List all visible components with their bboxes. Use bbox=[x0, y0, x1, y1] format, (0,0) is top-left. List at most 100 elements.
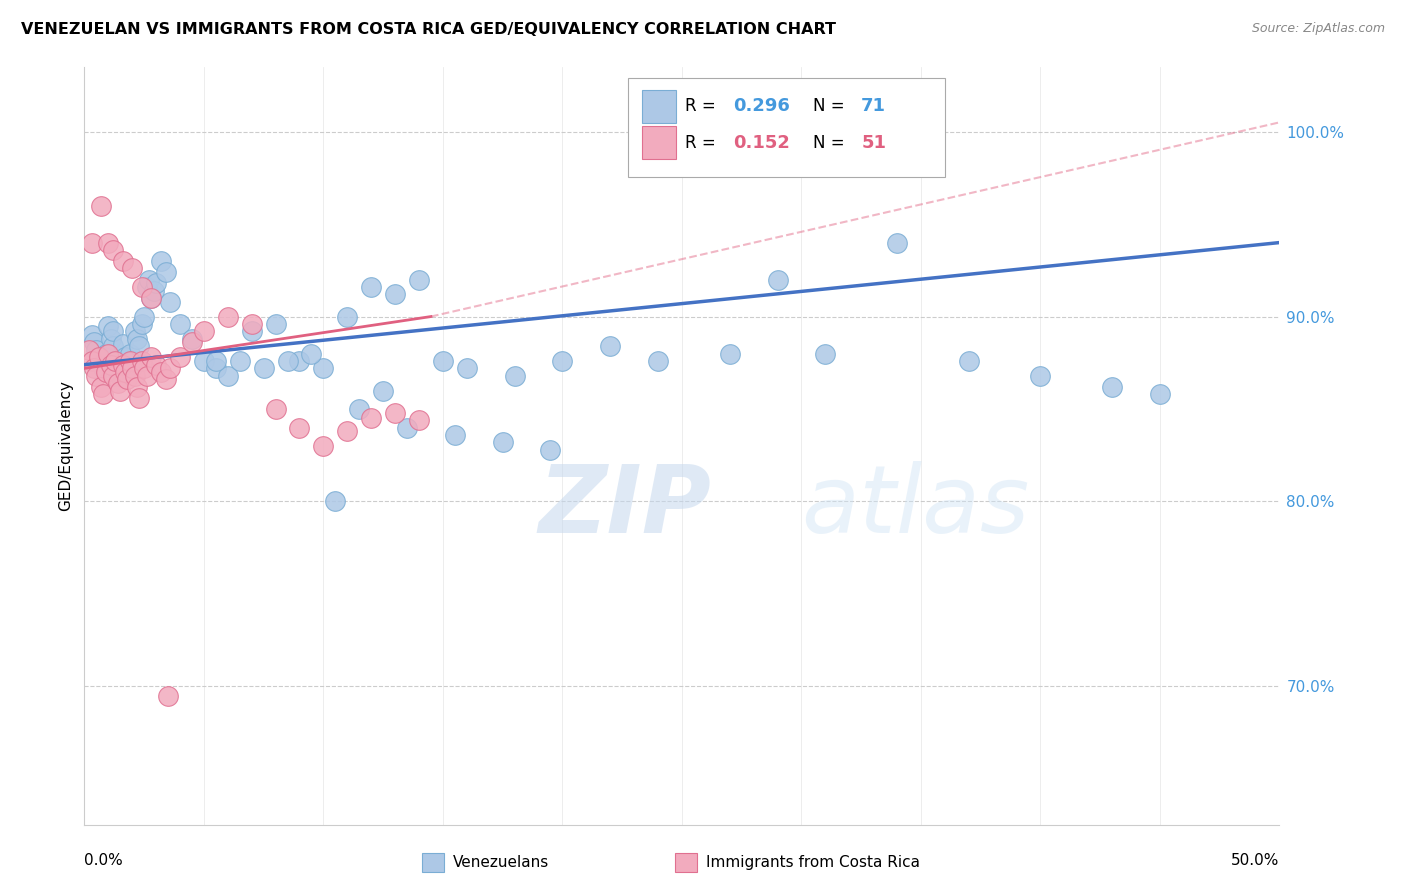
Point bbox=[141, 350, 163, 364]
Point bbox=[114, 365, 136, 379]
Point bbox=[111, 358, 134, 372]
Point bbox=[101, 368, 124, 383]
Text: R =: R = bbox=[686, 134, 721, 152]
Point bbox=[97, 346, 120, 360]
Point bbox=[155, 265, 177, 279]
Point bbox=[193, 324, 215, 338]
Text: 0.296: 0.296 bbox=[734, 97, 790, 115]
Point bbox=[336, 310, 359, 324]
Point bbox=[93, 387, 115, 401]
Point bbox=[145, 277, 167, 291]
Point bbox=[217, 368, 239, 383]
Point bbox=[181, 335, 204, 350]
Point bbox=[444, 428, 467, 442]
Point bbox=[264, 317, 287, 331]
Point bbox=[101, 243, 124, 257]
Point bbox=[240, 324, 263, 338]
Point bbox=[325, 494, 347, 508]
Point bbox=[149, 254, 172, 268]
Point bbox=[169, 350, 191, 364]
Point bbox=[107, 376, 129, 391]
Point bbox=[110, 384, 132, 398]
Point bbox=[80, 354, 103, 368]
Text: atlas: atlas bbox=[801, 461, 1029, 552]
Point bbox=[599, 339, 621, 353]
Point bbox=[110, 368, 132, 383]
Point bbox=[253, 361, 276, 376]
Point bbox=[718, 346, 741, 360]
Text: 0.0%: 0.0% bbox=[84, 853, 124, 868]
Point bbox=[647, 354, 669, 368]
Point bbox=[141, 291, 163, 305]
Point bbox=[384, 287, 406, 301]
Point bbox=[124, 324, 146, 338]
Point bbox=[135, 280, 157, 294]
Point bbox=[1029, 368, 1052, 383]
Point bbox=[131, 280, 153, 294]
Point bbox=[114, 350, 136, 364]
Bar bbox=[643, 126, 676, 160]
Point bbox=[138, 272, 160, 286]
Point bbox=[396, 420, 419, 434]
Point bbox=[492, 435, 515, 450]
Point bbox=[86, 368, 108, 383]
Point bbox=[87, 350, 110, 364]
Point bbox=[83, 361, 105, 376]
Point bbox=[87, 350, 110, 364]
Text: N =: N = bbox=[814, 97, 851, 115]
Point bbox=[193, 354, 215, 368]
Point bbox=[80, 235, 103, 250]
Point bbox=[540, 442, 562, 457]
Text: R =: R = bbox=[686, 97, 721, 115]
Point bbox=[360, 280, 382, 294]
Point bbox=[124, 368, 146, 383]
Point bbox=[118, 354, 141, 368]
Point bbox=[336, 424, 359, 438]
Point bbox=[1101, 380, 1123, 394]
Point bbox=[97, 235, 120, 250]
Point bbox=[181, 332, 204, 346]
Point bbox=[205, 354, 228, 368]
Point bbox=[94, 346, 117, 360]
Point bbox=[277, 354, 299, 368]
Point bbox=[118, 346, 141, 360]
Point bbox=[142, 284, 165, 298]
Point bbox=[551, 354, 574, 368]
Point bbox=[205, 361, 228, 376]
Point bbox=[117, 361, 139, 376]
Point bbox=[456, 361, 478, 376]
Point bbox=[94, 365, 117, 379]
Point bbox=[104, 354, 127, 368]
Point bbox=[229, 354, 252, 368]
Point bbox=[121, 261, 143, 276]
Point bbox=[121, 354, 143, 368]
Point bbox=[312, 439, 335, 453]
Text: 50.0%: 50.0% bbox=[1232, 853, 1279, 868]
Point bbox=[264, 402, 287, 417]
Text: VENEZUELAN VS IMMIGRANTS FROM COSTA RICA GED/EQUIVALENCY CORRELATION CHART: VENEZUELAN VS IMMIGRANTS FROM COSTA RICA… bbox=[21, 22, 837, 37]
Text: ZIP: ZIP bbox=[538, 460, 711, 553]
Point bbox=[121, 361, 143, 376]
Point bbox=[886, 235, 908, 250]
Point bbox=[288, 354, 311, 368]
Point bbox=[125, 332, 148, 346]
Text: 71: 71 bbox=[862, 97, 886, 115]
Point bbox=[155, 372, 177, 386]
Point bbox=[80, 328, 103, 343]
Text: N =: N = bbox=[814, 134, 851, 152]
Point bbox=[159, 361, 181, 376]
Point bbox=[814, 346, 837, 360]
Point bbox=[312, 361, 335, 376]
Point bbox=[145, 358, 167, 372]
Point bbox=[503, 368, 526, 383]
Point bbox=[384, 406, 406, 420]
Point bbox=[128, 391, 150, 405]
Bar bbox=[628, 78, 945, 177]
Point bbox=[107, 365, 129, 379]
Point bbox=[288, 420, 311, 434]
Point bbox=[766, 272, 789, 286]
Text: Source: ZipAtlas.com: Source: ZipAtlas.com bbox=[1251, 22, 1385, 36]
Point bbox=[373, 384, 395, 398]
Point bbox=[141, 291, 163, 305]
Text: Immigrants from Costa Rica: Immigrants from Costa Rica bbox=[706, 855, 920, 870]
